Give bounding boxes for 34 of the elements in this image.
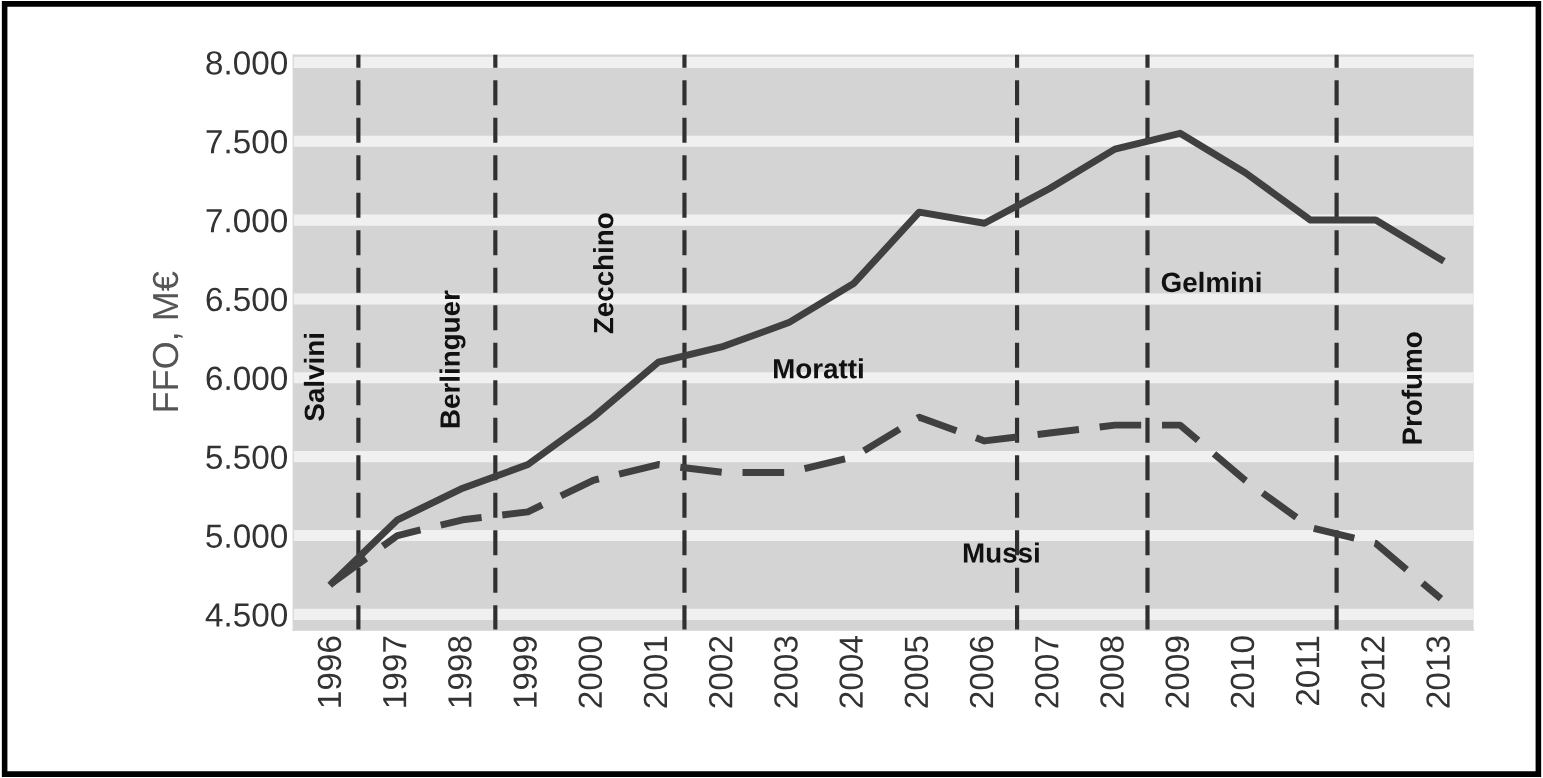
x-tick-label: 2002 [708, 636, 733, 708]
x-tick-label: 2006 [969, 636, 994, 708]
x-tick-label: 1996 [317, 636, 342, 707]
x-tick-label: 1999 [513, 636, 537, 707]
annotation: Mussi [963, 542, 1039, 563]
x-tick-label: 2003 [774, 636, 798, 708]
x-tick-label: 1997 [382, 636, 407, 707]
y-tick-label: 7.000 [206, 208, 288, 233]
y-tick-label: 7.500 [206, 130, 288, 154]
y-axis-title: FFO, M€ [152, 271, 183, 411]
y-tick-label: 8.000 [206, 51, 288, 75]
y-tick-label: 6.000 [206, 366, 288, 391]
annotation: Profumo [1401, 332, 1422, 444]
x-tick-label: 2008 [1100, 636, 1124, 708]
y-tick-label: 5.500 [206, 445, 288, 470]
y-tick-label: 6.500 [206, 287, 288, 312]
x-tick-label: 2007 [1035, 636, 1059, 708]
y-tick-label: 5.000 [206, 524, 288, 548]
x-tick-label: 2004 [839, 636, 863, 708]
x-tick-label: 2012 [1361, 636, 1385, 708]
x-tick-label: 1998 [448, 636, 472, 707]
annotation: Berlinguer [439, 290, 466, 428]
y-tick-label: 4.500 [205, 603, 288, 627]
x-tick-label: 2010 [1230, 636, 1255, 708]
x-tick-label: 2011 [1295, 636, 1320, 706]
x-tick-label: 2013 [1426, 636, 1450, 708]
annotation: Salvini [303, 334, 325, 421]
x-tick-label: 2005 [904, 636, 929, 708]
x-tick-label: 2001 [643, 636, 668, 708]
x-tick-label: 2000 [578, 636, 603, 708]
annotation: Zecchino [593, 213, 614, 334]
x-tick-label: 2009 [1165, 636, 1190, 708]
annotation: Moratti [774, 358, 863, 379]
annotation: Gelmini [1161, 271, 1261, 293]
